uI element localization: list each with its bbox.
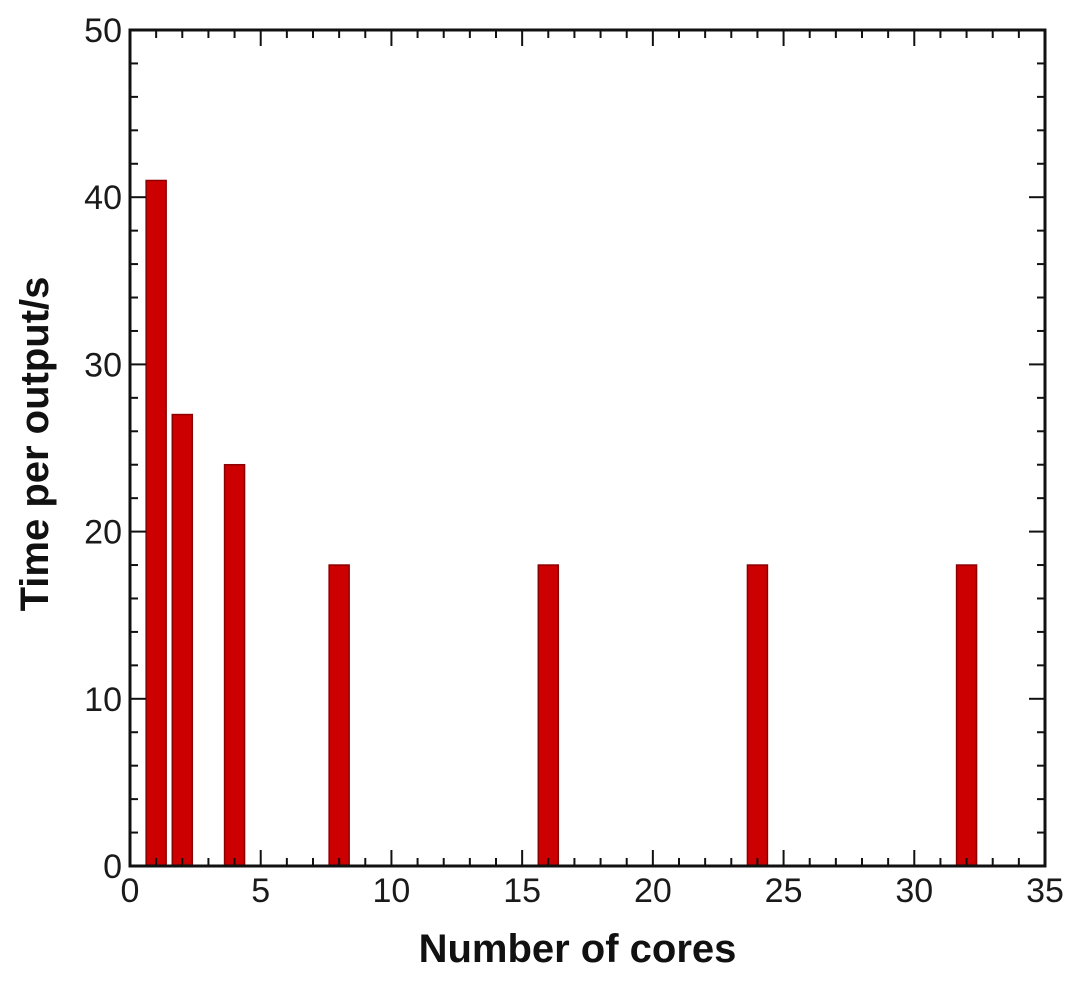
y-tick-label: 40 xyxy=(84,179,122,217)
x-tick-label: 0 xyxy=(121,872,140,910)
x-tick-label: 15 xyxy=(503,872,541,910)
bar-cores-32 xyxy=(955,564,978,867)
bar-cores-24 xyxy=(746,564,769,867)
x-tick-label: 25 xyxy=(765,872,803,910)
plot-frame xyxy=(128,28,1047,868)
bar-cores-16 xyxy=(537,564,560,867)
y-tick-label: 20 xyxy=(84,514,122,552)
bars-group xyxy=(145,179,978,867)
tick-labels-group: 0 5 10 15 20 25 30 35 0 10 20 30 40 50 xyxy=(84,12,1064,910)
y-tick-label: 30 xyxy=(84,346,122,384)
bar-cores-1 xyxy=(145,179,167,867)
x-tick-label: 5 xyxy=(251,872,270,910)
y-tick-label: 50 xyxy=(84,12,122,50)
ticks-group xyxy=(129,29,1046,867)
x-tick-label: 35 xyxy=(1026,872,1064,910)
y-tick-label: 10 xyxy=(84,681,122,719)
y-axis-title: Time per output/s xyxy=(13,277,57,612)
bar-cores-2 xyxy=(171,413,194,867)
x-tick-label: 10 xyxy=(373,872,411,910)
x-tick-label: 30 xyxy=(895,872,933,910)
y-tick-label: 0 xyxy=(103,848,122,886)
bar-cores-8 xyxy=(328,564,350,867)
x-axis-title: Number of cores xyxy=(419,927,737,971)
x-tick-label: 20 xyxy=(634,872,672,910)
bar-cores-4 xyxy=(223,463,246,867)
